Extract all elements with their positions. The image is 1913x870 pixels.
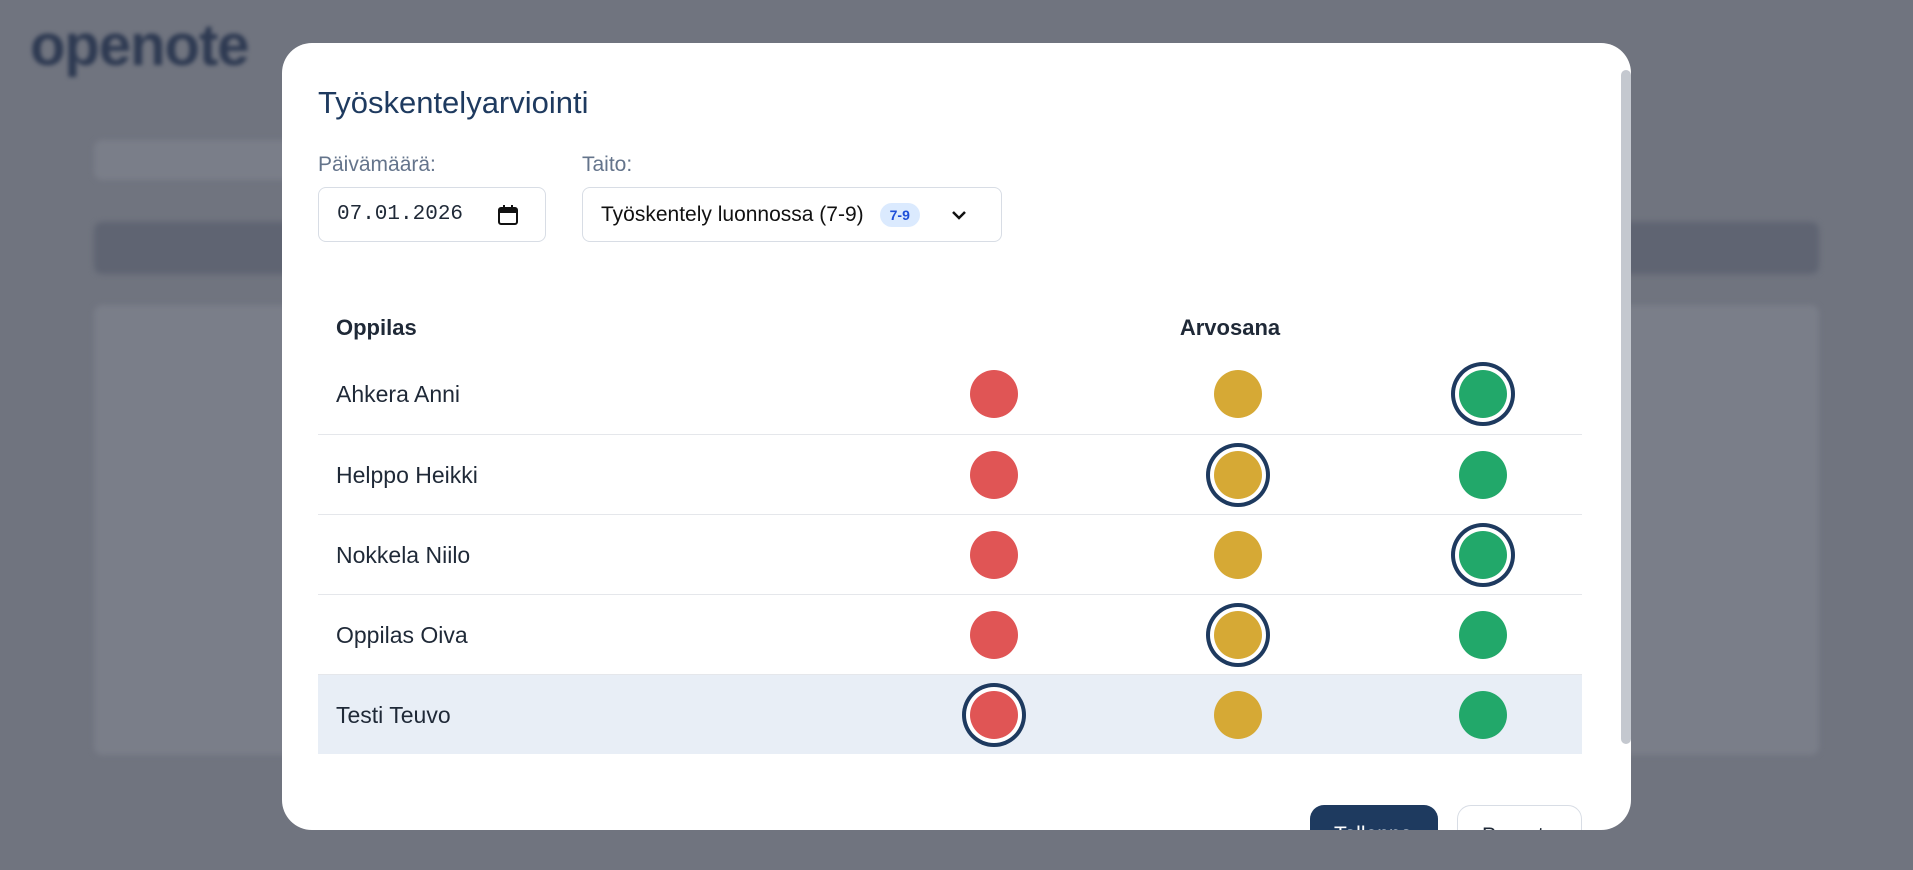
grade-option[interactable]: [1214, 370, 1262, 418]
modal-title: Työskentelyarviointi: [318, 85, 589, 120]
skill-badge: 7-9: [879, 202, 920, 227]
calendar-icon: [498, 204, 519, 225]
grade-option[interactable]: [970, 611, 1018, 659]
scrollbar: [1621, 70, 1631, 744]
grade-option[interactable]: [1459, 611, 1507, 659]
grade-option[interactable]: [1459, 531, 1507, 579]
student-name: Nokkela Niilo: [336, 542, 471, 568]
cancel-button[interactable]: Peruuta: [1457, 805, 1582, 830]
student-row: Ahkera Anni: [318, 354, 1582, 434]
logo: openote: [30, 13, 250, 78]
skill-label: Taito:: [582, 153, 633, 176]
grade-option[interactable]: [970, 531, 1018, 579]
grade-option[interactable]: [970, 451, 1018, 499]
col-header: Oppilas: [336, 315, 417, 340]
student-name: Testi Teuvo: [336, 702, 451, 728]
modal: Työskentelyarviointi Päivämäärä: Taito: …: [282, 43, 1631, 830]
student-name: Helppo Heikki: [336, 462, 478, 488]
grade-option[interactable]: [1459, 451, 1507, 499]
skill-value: Työskentely luonnossa (7-9): [601, 202, 864, 226]
student-row: Nokkela Niilo: [318, 514, 1582, 594]
student-name: Oppilas Oiva: [336, 622, 468, 648]
grade-option[interactable]: [1214, 451, 1262, 499]
date-value: 07.01.2026: [337, 203, 464, 226]
date-label: Päivämäärä:: [318, 153, 436, 176]
student-name: Ahkera Anni: [336, 381, 461, 407]
grade-option[interactable]: [970, 370, 1018, 418]
grade-option[interactable]: [1459, 370, 1507, 418]
save-button[interactable]: Tallenna: [1310, 805, 1438, 830]
student-row: Testi Teuvo: [318, 674, 1582, 754]
grade-option[interactable]: [1214, 691, 1262, 739]
student-row: Helppo Heikki: [318, 434, 1582, 514]
date-input[interactable]: 07.01.2026: [318, 187, 546, 242]
bg-heading: [94, 140, 314, 180]
chevron: [951, 210, 966, 220]
student-row: Oppilas Oiva: [318, 594, 1582, 674]
grade-option[interactable]: [1459, 691, 1507, 739]
grade-option[interactable]: [970, 691, 1018, 739]
grade-option[interactable]: [1214, 611, 1262, 659]
grade-option[interactable]: [1214, 531, 1262, 579]
col-header: Arvosana: [1179, 315, 1281, 340]
skill-select[interactable]: Työskentely luonnossa (7-9) 7-9: [582, 187, 1002, 242]
